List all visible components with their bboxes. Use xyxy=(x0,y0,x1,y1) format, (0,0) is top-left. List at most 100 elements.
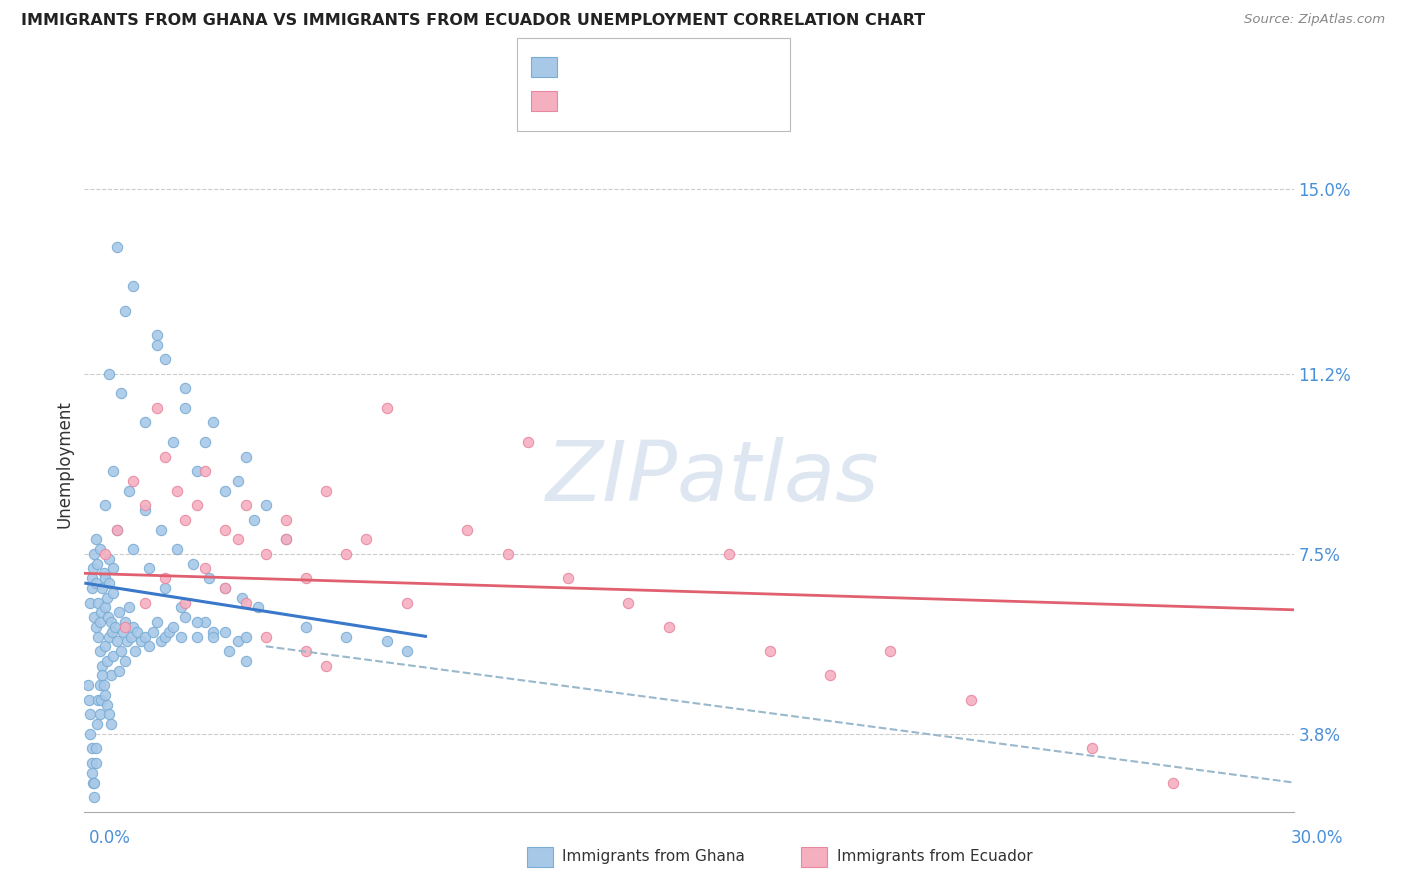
Point xyxy=(80,741,103,756)
Point xyxy=(295,644,318,658)
Point xyxy=(146,615,169,629)
Point xyxy=(335,630,357,644)
Point xyxy=(121,474,143,488)
Point xyxy=(149,523,172,537)
Point xyxy=(162,620,184,634)
Point xyxy=(96,591,118,605)
Point xyxy=(170,630,193,644)
Point xyxy=(100,615,122,629)
Point xyxy=(718,547,741,561)
Point xyxy=(138,640,160,654)
Point xyxy=(111,624,134,639)
Point xyxy=(93,640,115,654)
Point xyxy=(110,644,132,658)
Point xyxy=(105,634,128,648)
Point xyxy=(100,668,122,682)
Point xyxy=(98,551,121,566)
Point xyxy=(86,717,108,731)
Point xyxy=(818,668,841,682)
Text: R =: R = xyxy=(568,92,605,110)
Point xyxy=(97,630,120,644)
Text: Source: ZipAtlas.com: Source: ZipAtlas.com xyxy=(1244,13,1385,27)
Point xyxy=(202,630,225,644)
Point xyxy=(82,561,104,575)
Text: ZIPatlas: ZIPatlas xyxy=(547,437,880,518)
Point xyxy=(138,561,160,575)
Point xyxy=(960,693,983,707)
Point xyxy=(82,775,104,789)
Point xyxy=(496,547,519,561)
Point xyxy=(89,541,111,556)
Point xyxy=(395,644,418,658)
Point xyxy=(82,756,104,770)
Point xyxy=(134,503,156,517)
Point xyxy=(153,630,176,644)
Point xyxy=(90,693,112,707)
Point xyxy=(134,498,156,512)
Point xyxy=(235,630,257,644)
Text: Immigrants from Ecuador: Immigrants from Ecuador xyxy=(837,849,1032,863)
Point xyxy=(879,644,901,658)
Point xyxy=(1081,741,1104,756)
Point xyxy=(97,367,120,381)
Point xyxy=(274,513,297,527)
Point xyxy=(153,352,176,367)
Point xyxy=(395,595,418,609)
Point xyxy=(315,658,337,673)
Point xyxy=(194,434,217,449)
Point xyxy=(170,600,193,615)
Point xyxy=(356,533,378,547)
Point xyxy=(153,450,176,464)
Point xyxy=(86,620,108,634)
Point xyxy=(82,765,104,780)
Point xyxy=(146,401,169,415)
Point xyxy=(274,533,297,547)
Point xyxy=(86,741,108,756)
Point xyxy=(242,513,264,527)
Point xyxy=(186,498,208,512)
Point xyxy=(174,513,197,527)
Point xyxy=(235,450,257,464)
Point xyxy=(87,595,110,609)
Point xyxy=(89,615,111,629)
Point xyxy=(218,644,240,658)
Point xyxy=(89,678,111,692)
Point xyxy=(93,566,115,581)
Point xyxy=(84,576,107,591)
Point xyxy=(231,591,253,605)
Point xyxy=(90,605,112,619)
Point xyxy=(100,624,122,639)
Point xyxy=(91,668,114,682)
Point xyxy=(77,693,100,707)
Point xyxy=(82,571,104,585)
Point xyxy=(107,664,129,678)
Point xyxy=(105,523,128,537)
Point xyxy=(194,615,217,629)
Point xyxy=(226,474,249,488)
Point xyxy=(115,634,138,648)
Point xyxy=(166,541,188,556)
Point xyxy=(121,620,143,634)
Point xyxy=(214,624,236,639)
Point xyxy=(146,327,169,342)
Point xyxy=(97,576,120,591)
Point xyxy=(118,600,141,615)
Point xyxy=(114,303,136,318)
Point xyxy=(124,644,146,658)
Point xyxy=(149,634,172,648)
Point xyxy=(254,547,277,561)
Point xyxy=(93,688,115,702)
Point xyxy=(254,630,277,644)
Point xyxy=(226,634,249,648)
Point xyxy=(77,678,100,692)
Point xyxy=(516,434,538,449)
Point xyxy=(202,416,225,430)
Point xyxy=(87,630,110,644)
Text: -0.051: -0.051 xyxy=(593,92,647,110)
Point xyxy=(91,581,114,595)
Point xyxy=(235,498,257,512)
Point xyxy=(214,523,236,537)
Point xyxy=(315,483,337,498)
Point xyxy=(254,498,277,512)
Point xyxy=(93,498,115,512)
